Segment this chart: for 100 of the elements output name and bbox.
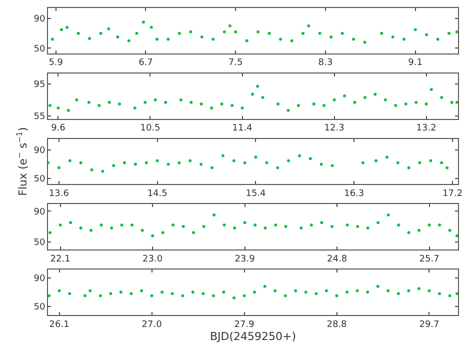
point: [254, 223, 257, 226]
point: [98, 294, 102, 298]
point: [407, 231, 410, 234]
y-tick-label: 95: [34, 80, 46, 90]
point: [166, 162, 170, 166]
point: [308, 157, 312, 160]
x-tick-label: 14.5: [147, 189, 168, 200]
point: [304, 290, 308, 294]
point: [361, 161, 364, 164]
point: [353, 100, 356, 104]
point: [108, 100, 111, 104]
point: [397, 223, 400, 226]
point: [256, 84, 260, 88]
point: [123, 161, 126, 164]
point: [414, 28, 417, 32]
point: [363, 40, 366, 44]
point: [320, 221, 324, 224]
point: [425, 33, 428, 36]
x-tick-label: 6.7: [138, 58, 153, 68]
point: [446, 166, 449, 170]
point: [228, 24, 232, 28]
x-tick-label: 27.0: [142, 320, 162, 330]
point: [318, 32, 322, 35]
point: [83, 294, 86, 298]
point: [430, 88, 433, 91]
x-tick-label: 27.9: [234, 320, 255, 330]
y-tick-label: 50: [34, 302, 46, 313]
y-tick-label: 90: [34, 207, 46, 218]
y-tick-label: 50: [34, 174, 46, 184]
point: [261, 96, 264, 100]
point: [356, 289, 359, 292]
point: [66, 108, 70, 112]
point: [407, 166, 410, 170]
point: [363, 96, 366, 100]
point: [58, 223, 62, 226]
point: [407, 289, 410, 292]
x-tick-label: 26.1: [49, 320, 70, 330]
y-tick-label: 90: [34, 274, 46, 284]
point: [107, 27, 110, 30]
y-tick-label: 50: [34, 44, 46, 54]
point: [263, 284, 266, 288]
point: [418, 161, 422, 164]
point: [79, 226, 82, 230]
point: [192, 231, 196, 234]
x-tick-label: 7.5: [228, 58, 243, 68]
x-tick-label: 15.4: [246, 189, 266, 200]
point: [402, 38, 406, 41]
point: [312, 102, 316, 106]
point: [284, 225, 288, 228]
point: [366, 226, 370, 230]
point: [120, 223, 124, 226]
point: [156, 159, 159, 162]
point: [110, 226, 114, 230]
x-tick-label: 28.8: [326, 320, 348, 330]
point: [178, 32, 181, 35]
point: [172, 223, 175, 226]
point: [385, 156, 388, 159]
point: [294, 289, 298, 292]
point: [69, 221, 72, 224]
point: [202, 292, 205, 296]
x-tick-label: 8.3: [318, 58, 333, 68]
point: [60, 28, 63, 32]
point: [222, 223, 226, 226]
point: [221, 154, 224, 158]
point: [200, 102, 203, 106]
point: [87, 100, 90, 104]
point: [90, 168, 94, 172]
point: [404, 102, 408, 106]
point: [455, 292, 458, 296]
x-tick-label: 11.4: [232, 124, 253, 134]
point: [57, 166, 60, 170]
point: [455, 30, 458, 34]
point: [179, 98, 182, 102]
point: [274, 223, 278, 226]
point: [376, 284, 380, 288]
point: [212, 38, 215, 41]
x-tick-label: 22.1: [50, 254, 70, 264]
point: [428, 289, 431, 292]
point: [200, 162, 203, 166]
point: [181, 294, 184, 298]
point: [210, 166, 214, 170]
point: [68, 159, 72, 162]
point: [290, 39, 294, 42]
y-tick-label: 50: [34, 238, 46, 248]
point: [58, 289, 61, 292]
point: [155, 38, 158, 41]
point: [253, 290, 256, 294]
point: [130, 223, 134, 226]
point: [265, 161, 268, 164]
point: [418, 228, 421, 232]
point: [66, 26, 69, 29]
point: [130, 292, 133, 296]
point: [450, 100, 454, 104]
point: [242, 294, 246, 298]
point: [276, 102, 280, 106]
point: [396, 161, 400, 164]
point: [335, 294, 338, 298]
x-tick-label: 17.2: [442, 189, 463, 200]
point: [268, 32, 271, 35]
point: [76, 32, 80, 35]
